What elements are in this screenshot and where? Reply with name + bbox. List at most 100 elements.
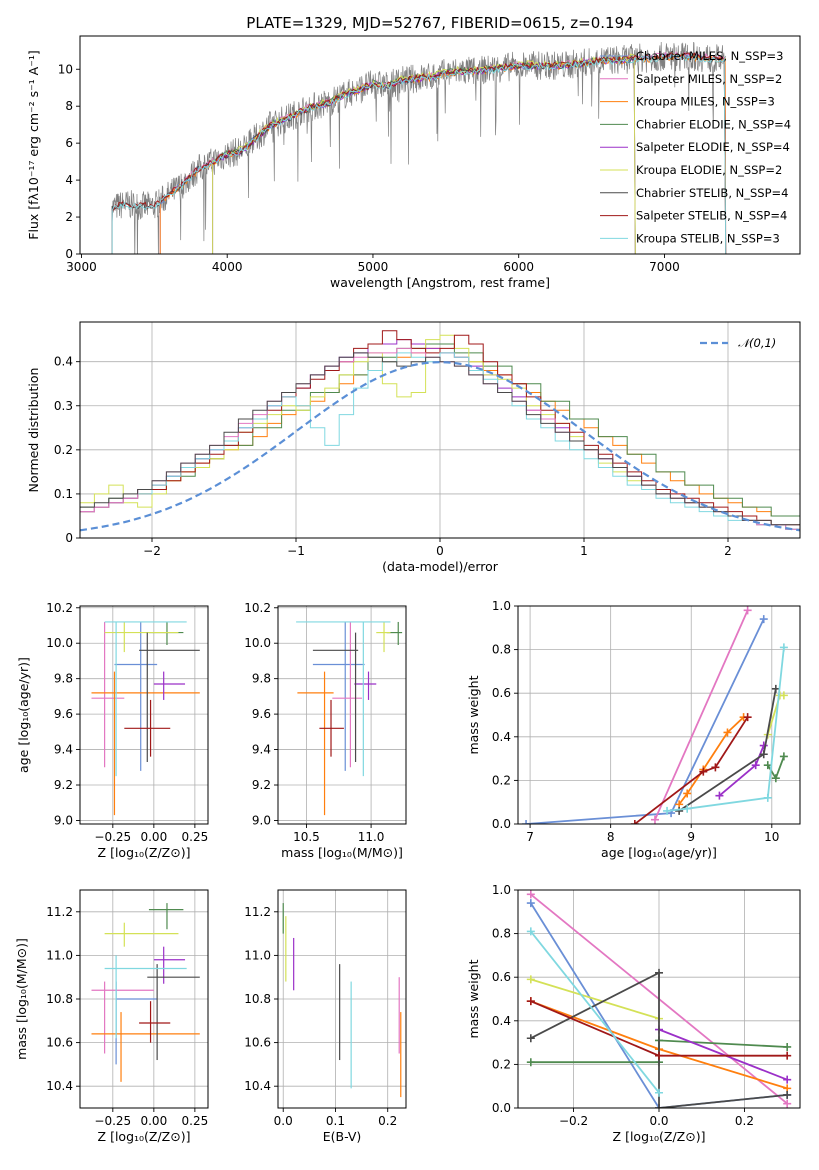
y-tick-label: 8 [65, 99, 73, 113]
weight-point-marker [526, 997, 535, 1006]
y-tick-label: 9.2 [54, 778, 73, 792]
x-tick-label: 3000 [66, 260, 97, 274]
weight-point-marker [783, 1051, 792, 1060]
weight-series-line [530, 971, 788, 1108]
weight-point-marker [759, 615, 768, 624]
y-tick-label: 11.0 [46, 948, 73, 962]
panel-ebv-mass: 0.0 0.1 0.2 10.4 10.6 10.8 11.0 11.2 E(B-V) [244, 889, 407, 1144]
y-tick-label: 0 [65, 247, 73, 261]
weight-point-marker [779, 691, 788, 700]
x-tick-label: 0.1 [326, 1114, 345, 1128]
y-tick-label: 9.0 [54, 813, 73, 827]
y-tick-label: 11.2 [244, 905, 271, 919]
weight-point-marker [663, 806, 672, 815]
y-tick-label: 0.0 [492, 1101, 511, 1115]
weight-series-line [667, 647, 785, 812]
x-axis-label: Z [log₁₀(Z/Z⊙)] [613, 1129, 706, 1144]
panel-z-age: −0.25 0.00 0.25 9.0 9.2 9.4 9.6 9.8 10.0 10.2 Z [l… [16, 601, 209, 860]
weight-point-marker [763, 793, 772, 802]
x-axis-label: mass [log₁₀(M/M⊙)] [281, 845, 403, 860]
histogram-step-line [80, 352, 800, 538]
panel-spectrum: 3000 4000 5000 6000 7000 0 2 4 6 8 10 wavelength [A… [26, 14, 801, 290]
weight-point-marker [675, 806, 684, 815]
axes-frame [517, 605, 801, 825]
y-tick-label: 9.8 [252, 672, 271, 686]
legend-entry: Salpeter ELODIE, N_SSP=4 [636, 140, 790, 154]
x-axis-label: wavelength [Angstrom, rest frame] [330, 275, 550, 290]
weight-point-marker [783, 1075, 792, 1084]
weight-series-line [718, 745, 765, 797]
x-axis-label: Z [log₁₀(Z/Z⊙)] [98, 845, 191, 860]
weight-series-line [634, 716, 749, 824]
y-tick-label: 0.0 [492, 817, 511, 831]
x-tick-label: −2 [143, 544, 161, 558]
y-axis-label: mass weight [466, 959, 481, 1038]
legend-entry: Chabrier STELIB, N_SSP=4 [636, 186, 788, 200]
y-tick-label: 10.0 [244, 636, 271, 650]
y-tick-label: 10.2 [46, 601, 73, 615]
x-tick-label: 6000 [503, 260, 534, 274]
x-axis-label: (data-model)/error [382, 559, 499, 574]
y-tick-label: 9.8 [54, 672, 73, 686]
y-tick-label: 10.4 [46, 1079, 73, 1093]
weight-point-marker [699, 767, 708, 776]
plot-area [522, 606, 788, 824]
weight-point-marker [771, 684, 780, 693]
x-tick-label: 10 [764, 830, 779, 844]
weight-point-marker [655, 968, 663, 977]
weight-series-line [658, 1028, 788, 1081]
weight-point-marker [526, 975, 535, 984]
plot-area [80, 330, 800, 538]
x-axis-label: E(B-V) [323, 1129, 362, 1144]
x-tick-label: 0.2 [378, 1114, 397, 1128]
y-tick-label: 10.2 [244, 601, 271, 615]
spectrum-model-line [212, 54, 636, 254]
weight-point-marker [522, 820, 531, 824]
histogram-step-line [80, 343, 800, 538]
y-tick-label: 0.6 [492, 970, 511, 984]
y-axis-label: Normed distribution [26, 368, 41, 493]
x-tick-label: 0.00 [140, 1114, 167, 1128]
chart-title: PLATE=1329, MJD=52767, FIBERID=0615, z=0… [246, 14, 633, 32]
x-tick-label: 0.25 [182, 1114, 209, 1128]
y-tick-label: 10.4 [244, 1079, 271, 1093]
weight-series-line [530, 930, 660, 1094]
weight-point-marker [779, 643, 788, 652]
weight-point-marker [526, 927, 535, 936]
normal-curve [80, 360, 800, 532]
legend-entry: Salpeter STELIB, N_SSP=4 [636, 209, 787, 223]
weight-point-marker [751, 761, 760, 770]
y-tick-label: 6 [65, 136, 73, 150]
weight-point-marker [526, 1034, 535, 1043]
y-tick-label: 10 [58, 62, 73, 76]
y-tick-label: 10.0 [46, 636, 73, 650]
weight-point-marker [655, 1051, 663, 1060]
y-axis-label: mass weight [466, 675, 481, 754]
weight-point-marker [743, 713, 752, 722]
weight-point-marker [711, 763, 720, 772]
x-tick-label: 0.0 [274, 1114, 293, 1128]
x-tick-label: 1 [580, 544, 588, 558]
y-tick-label: 0.1 [54, 487, 73, 501]
legend-entry: Kroupa MILES, N_SSP=3 [636, 95, 775, 109]
y-tick-label: 0.4 [54, 355, 73, 369]
y-axis-label: age [log₁₀(age/yr)] [16, 657, 31, 773]
panel-z-mass: −0.25 0.00 0.25 10.4 10.6 10.8 11.0 11.2 Z [log₁… [14, 889, 209, 1144]
panel-z-weight: −0.2 0.0 0.2 0.0 0.2 0.4 0.6 0.8 1.0 Z [log₁₀(Z/Z… [466, 883, 801, 1144]
x-tick-label: 2 [724, 544, 732, 558]
weight-point-marker [779, 752, 788, 761]
weight-point-marker [715, 791, 724, 800]
y-tick-label: 9.6 [54, 707, 73, 721]
weight-point-marker [683, 804, 692, 813]
panel-age-weight: 7 8 9 10 0.0 0.2 0.4 0.6 0.8 1.0 age [log₁₀(age/yr… [466, 599, 801, 860]
histogram-step-line [80, 347, 800, 538]
y-tick-label: 1.0 [492, 599, 511, 613]
histogram-step-line [80, 352, 800, 538]
spectrum-model-line [111, 53, 727, 254]
y-tick-label: 9.2 [252, 778, 271, 792]
x-tick-label: 4000 [212, 260, 243, 274]
x-tick-label: 9 [687, 830, 695, 844]
weight-point-marker [650, 815, 659, 824]
y-tick-label: 11.0 [244, 948, 271, 962]
